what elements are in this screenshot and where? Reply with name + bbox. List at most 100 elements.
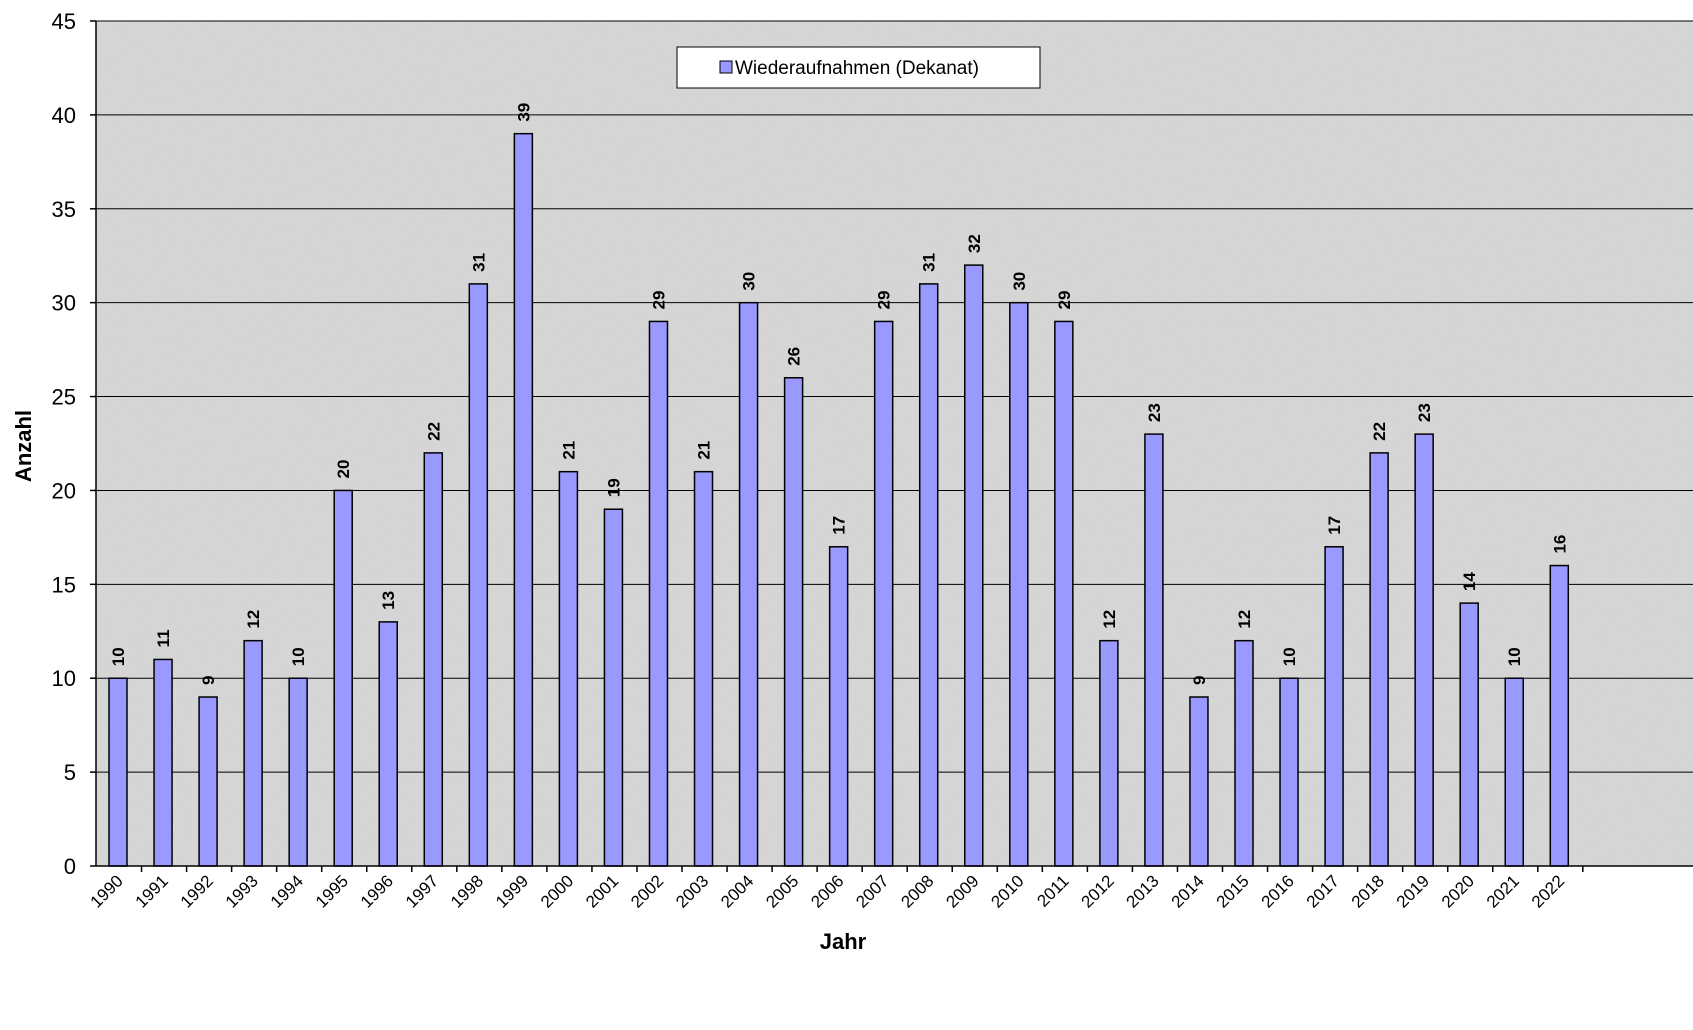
x-tick-label: 1997: [402, 871, 442, 911]
x-tick-label: 2013: [1123, 871, 1163, 911]
bar: [648, 320, 669, 867]
data-label: 10: [289, 647, 308, 666]
y-tick-label: 35: [52, 197, 76, 222]
bar: [738, 301, 759, 867]
y-tick-label: 25: [52, 385, 76, 410]
x-tick-label: 2012: [1078, 871, 1118, 911]
bar: [1504, 677, 1524, 867]
y-axis-title: Anzahl: [11, 410, 36, 482]
y-axis-ticks: 0 5 10 15 20 25 30 35 40 45: [52, 9, 96, 879]
x-tick-label: 2022: [1528, 871, 1568, 911]
y-tick-label: 5: [64, 760, 76, 785]
gridlines: [96, 20, 1693, 773]
data-label: 10: [109, 647, 128, 666]
x-tick-label: 1998: [447, 871, 487, 911]
data-label: 30: [740, 272, 759, 291]
bar: [198, 696, 218, 867]
data-label: 12: [1235, 610, 1254, 629]
data-label: 21: [695, 441, 714, 460]
legend-swatch: [719, 60, 733, 74]
data-label: 9: [199, 676, 218, 685]
bar: [603, 508, 624, 867]
bar: [558, 470, 579, 867]
x-tick-label: 1995: [312, 871, 352, 911]
x-tick-label: 2007: [852, 871, 892, 911]
y-tick-label: 45: [52, 9, 76, 34]
data-label: 14: [1460, 572, 1479, 591]
data-label: 23: [1145, 403, 1164, 422]
data-label: 21: [559, 441, 578, 460]
x-tick-label: 2009: [942, 871, 982, 911]
x-tick-label: 2016: [1258, 871, 1298, 911]
x-tick-label: 1999: [492, 871, 532, 911]
x-axis-ticks: 1990 1991 1992 1993 1994 1995 1996 1997 1998 1999…: [87, 866, 1584, 912]
y-tick-label: 20: [52, 478, 76, 503]
data-label: 12: [244, 610, 263, 629]
bar: [153, 658, 173, 867]
data-label: 10: [1280, 647, 1299, 666]
x-tick-label: 1993: [222, 871, 262, 911]
bar: [1054, 320, 1074, 867]
y-tick-label: 0: [64, 854, 76, 879]
data-label: 17: [830, 516, 849, 535]
bar: [378, 621, 398, 867]
bar: [1549, 564, 1570, 867]
x-tick-label: 2020: [1438, 871, 1478, 911]
bar: [288, 677, 308, 867]
bar: [243, 639, 263, 867]
bar: [783, 377, 804, 867]
data-label: 13: [379, 591, 398, 610]
y-tick-label: 10: [52, 666, 76, 691]
bar: [513, 132, 534, 867]
bar: [1144, 433, 1164, 867]
bar: [1099, 639, 1119, 867]
bar: [333, 489, 353, 867]
bar: [1414, 433, 1434, 867]
x-tick-label: 1991: [132, 871, 172, 911]
legend: Wiederaufnahmen (Dekanat): [676, 46, 1041, 89]
x-tick-label: 2006: [807, 871, 847, 911]
bar: [1009, 301, 1029, 867]
x-tick-label: 2005: [762, 871, 802, 911]
bar: [964, 264, 984, 867]
x-tick-label: 2010: [987, 871, 1027, 911]
bar: [423, 452, 444, 867]
data-labels: 10 11 9 12 10 20 13 22 31 39 21 19 29 21 30 26 17 29 31 32 3…: [109, 103, 1569, 685]
x-tick-label: 2015: [1213, 871, 1253, 911]
data-label: 29: [1055, 291, 1074, 310]
x-tick-label: 2008: [897, 871, 937, 911]
data-label: 19: [604, 478, 623, 497]
x-tick-label: 2002: [627, 871, 667, 911]
bar: [828, 546, 849, 867]
bar: [468, 283, 489, 867]
data-label: 26: [785, 347, 804, 366]
x-tick-label: 2018: [1348, 871, 1388, 911]
bar: [108, 677, 128, 867]
data-label: 9: [1190, 676, 1209, 685]
bar: [873, 320, 894, 867]
bar: [693, 470, 714, 867]
bar: [1234, 639, 1254, 867]
x-tick-label: 2014: [1168, 871, 1208, 911]
x-tick-label: 1996: [357, 871, 397, 911]
bar: [1369, 452, 1389, 867]
x-tick-label: 2003: [672, 871, 712, 911]
x-tick-label: 2019: [1393, 871, 1433, 911]
data-label: 31: [920, 253, 939, 272]
data-label: 12: [1100, 610, 1119, 629]
data-label: 10: [1505, 647, 1524, 666]
x-axis-title: Jahr: [820, 929, 867, 954]
x-tick-label: 2004: [717, 871, 757, 911]
x-tick-label: 2001: [582, 871, 622, 911]
data-label: 16: [1550, 535, 1569, 554]
x-tick-label: 2000: [537, 871, 577, 911]
data-label: 22: [424, 422, 443, 441]
bar: [1459, 602, 1479, 867]
x-tick-label: 1990: [87, 871, 127, 911]
x-tick-label: 2017: [1303, 871, 1343, 911]
data-label: 29: [875, 291, 894, 310]
x-tick-label: 1994: [267, 871, 307, 911]
data-label: 20: [334, 460, 353, 479]
y-tick-label: 30: [52, 291, 76, 316]
